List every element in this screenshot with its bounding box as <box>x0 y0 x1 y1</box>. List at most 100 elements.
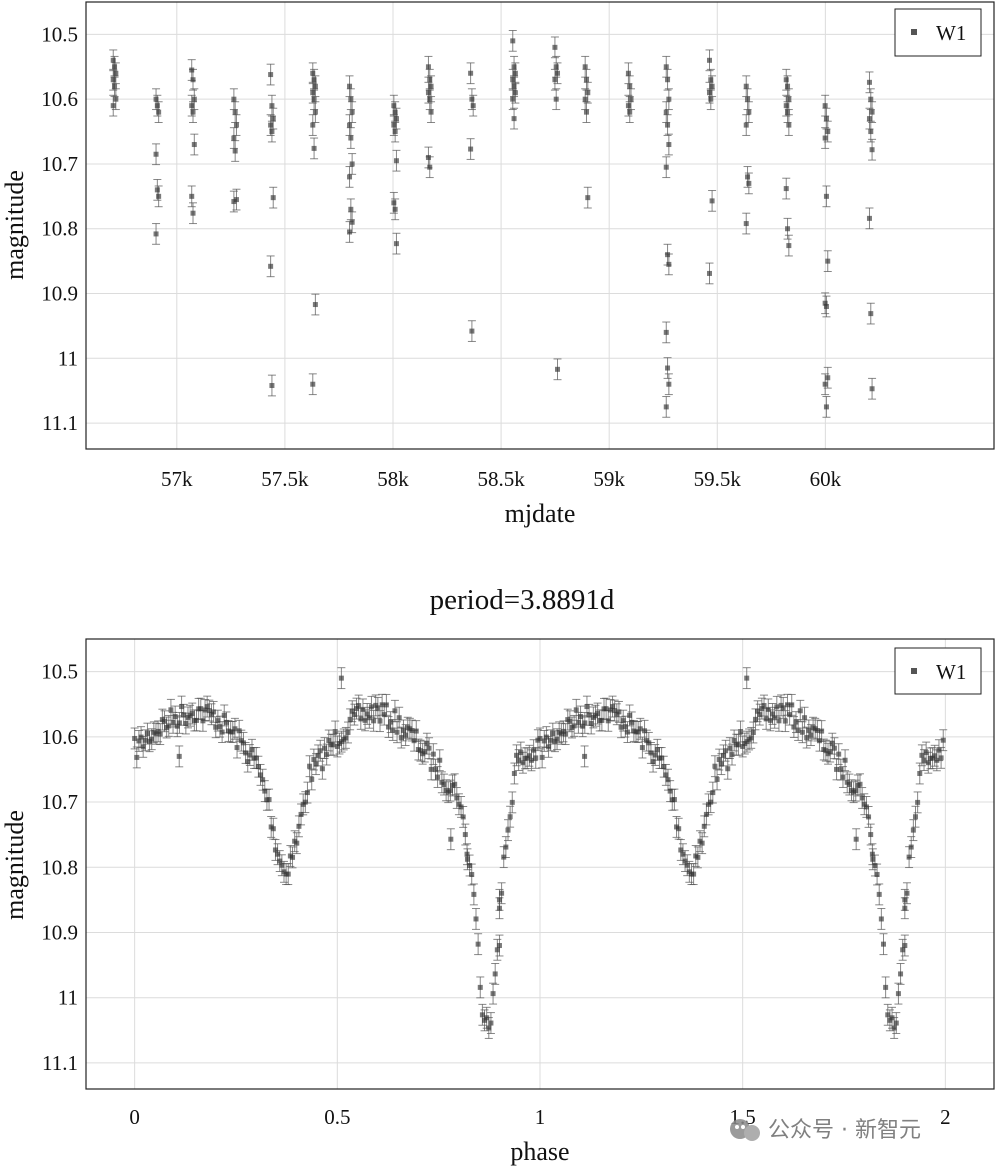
data-point <box>816 738 822 744</box>
data-point <box>624 729 630 735</box>
data-point <box>543 734 549 740</box>
data-point <box>743 122 749 128</box>
data-point <box>200 718 206 724</box>
data-point <box>827 749 833 755</box>
data-point <box>746 180 752 186</box>
data-point <box>174 723 180 729</box>
data-point <box>599 717 605 723</box>
data-point <box>258 772 264 778</box>
data-point <box>324 752 330 758</box>
data-point <box>676 826 682 832</box>
data-point <box>309 776 315 782</box>
data-point <box>868 129 874 135</box>
data-point <box>840 774 846 780</box>
y-tick-label: 10.7 <box>41 790 78 814</box>
data-point <box>665 122 671 128</box>
data-point <box>785 109 791 115</box>
data-point <box>842 757 848 763</box>
data-point <box>464 851 470 857</box>
data-point <box>211 709 217 715</box>
data-point <box>190 109 196 115</box>
data-point <box>268 263 274 269</box>
data-point <box>112 64 118 70</box>
chart-1-legend-marker <box>911 29 917 35</box>
data-point <box>765 706 771 712</box>
data-point <box>646 740 652 746</box>
data-point <box>714 776 720 782</box>
data-point <box>666 261 672 267</box>
data-point <box>270 826 276 832</box>
data-point <box>366 715 372 721</box>
data-point <box>358 716 364 722</box>
data-point <box>786 96 792 102</box>
data-point <box>895 991 901 997</box>
data-point <box>622 724 628 730</box>
data-point <box>786 243 792 249</box>
data-point <box>307 763 313 769</box>
data-point <box>550 731 556 737</box>
data-point <box>743 221 749 227</box>
data-point <box>243 750 249 756</box>
data-point <box>113 70 119 76</box>
data-point <box>701 823 707 829</box>
data-point <box>782 718 788 724</box>
data-point <box>425 154 431 160</box>
data-point <box>347 716 353 722</box>
data-point <box>554 736 560 742</box>
data-point <box>312 109 318 115</box>
data-point <box>311 77 317 83</box>
data-point <box>752 716 758 722</box>
data-point <box>797 708 803 714</box>
data-point <box>712 763 718 769</box>
data-point <box>618 724 624 730</box>
data-point <box>727 745 733 751</box>
data-point <box>279 862 285 868</box>
data-point <box>206 708 212 714</box>
data-point <box>729 752 735 758</box>
data-point <box>464 856 470 862</box>
data-point <box>479 1012 485 1018</box>
data-point <box>377 718 383 724</box>
data-point <box>496 943 502 949</box>
data-point <box>507 814 513 820</box>
data-point <box>511 64 517 70</box>
chart-1-y-tick-labels: 10.5 10.6 10.7 10.8 10.9 11 11.1 <box>41 22 78 435</box>
data-point <box>925 760 931 766</box>
data-point <box>345 729 351 735</box>
data-point <box>546 744 552 750</box>
data-point <box>330 742 336 748</box>
data-point <box>731 737 737 743</box>
data-point <box>153 231 159 237</box>
data-point <box>872 863 878 869</box>
data-point <box>349 109 355 115</box>
data-point <box>868 832 874 838</box>
data-point <box>277 858 283 864</box>
data-point <box>379 702 385 708</box>
data-point <box>470 103 476 109</box>
data-point <box>392 109 398 115</box>
data-point <box>347 229 353 235</box>
data-point <box>441 782 447 788</box>
data-point <box>893 1020 899 1026</box>
data-point <box>190 210 196 216</box>
data-point <box>740 743 746 749</box>
data-point <box>510 38 516 44</box>
data-point <box>706 57 712 63</box>
data-point <box>176 720 182 726</box>
data-point <box>368 704 374 710</box>
data-point <box>426 745 432 751</box>
data-point <box>650 759 656 765</box>
data-point <box>398 735 404 741</box>
data-point <box>170 720 176 726</box>
data-point <box>699 840 705 846</box>
data-point <box>825 258 831 264</box>
data-point <box>157 731 163 737</box>
data-point <box>418 748 424 754</box>
data-point <box>786 122 792 128</box>
data-point <box>471 891 477 897</box>
chart-2-y-axis-title: magnitude <box>0 810 29 920</box>
data-point <box>723 748 729 754</box>
data-point <box>663 772 669 778</box>
data-point <box>156 193 162 199</box>
